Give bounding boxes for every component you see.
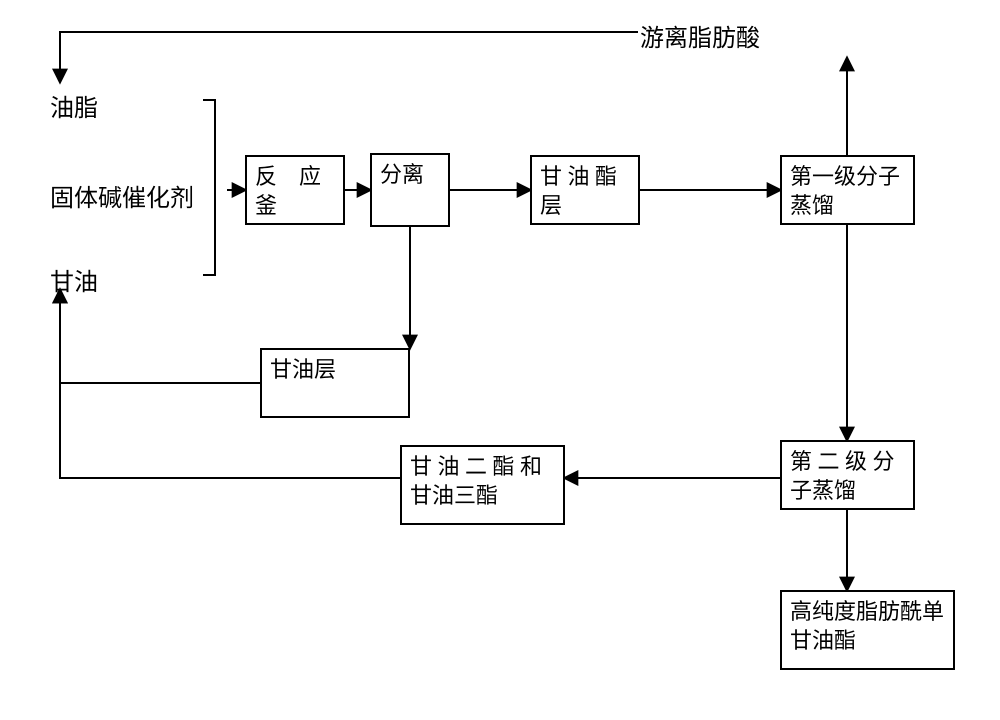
glycerol_layer-box: 甘油层 [260, 348, 410, 418]
first_distill-box: 第一级分子蒸馏 [780, 155, 915, 225]
arrow-5 [60, 32, 638, 82]
product-box: 高纯度脂肪酰单甘油酯 [780, 590, 955, 670]
oils-label: 油脂 [50, 88, 98, 123]
reactor-box: 反 应釜 [245, 155, 345, 225]
free_fatty_acid-label: 游离脂肪酸 [640, 18, 760, 53]
arrow-7 [60, 290, 260, 383]
second_distill-box: 第 二 级 分子蒸馏 [780, 440, 915, 510]
diagram-canvas: 游离脂肪酸油脂固体碱催化剂甘油 反 应釜分离 甘 油 酯层 第一级分子蒸馏甘油层第 二… [0, 0, 1000, 720]
separation-box: 分离 [370, 153, 450, 227]
glyceride_layer-box: 甘 油 酯层 [530, 155, 640, 225]
input-bracket [203, 100, 215, 275]
solid_base_catalyst-label: 固体碱催化剂 [50, 178, 194, 213]
glycerol_input-label: 甘油 [50, 262, 98, 297]
di_tri-box: 甘 油 二 酯 和甘油三酯 [400, 445, 565, 525]
